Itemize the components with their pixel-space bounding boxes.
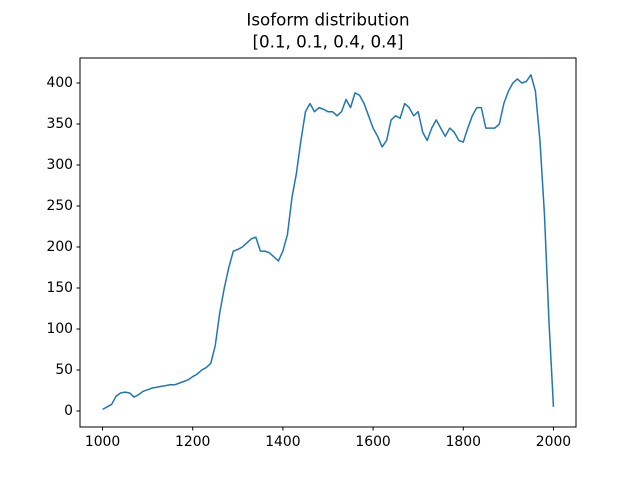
x-tick-label: 1400 — [265, 434, 300, 450]
plot-frame — [79, 57, 577, 428]
x-tick-label: 1000 — [85, 434, 120, 450]
y-tick-label: 100 — [46, 321, 73, 337]
chart-title: Isoform distribution — [246, 10, 409, 30]
y-tick-label: 0 — [64, 403, 73, 419]
y-tick-label: 250 — [46, 198, 73, 214]
y-tick-label: 400 — [46, 75, 73, 91]
x-tick-label: 1800 — [446, 434, 481, 450]
y-tick-label: 50 — [55, 362, 73, 378]
data-line — [102, 74, 555, 411]
x-tick-label: 2000 — [536, 434, 571, 450]
y-tick-label: 300 — [46, 157, 73, 173]
y-tick-label: 350 — [46, 116, 73, 132]
x-tick-label: 1200 — [175, 434, 210, 450]
x-tick-label: 1600 — [355, 434, 390, 450]
chart-subtitle: [0.1, 0.1, 0.4, 0.4] — [252, 32, 403, 52]
y-tick-label: 200 — [46, 239, 73, 255]
y-tick-label: 150 — [46, 280, 73, 296]
